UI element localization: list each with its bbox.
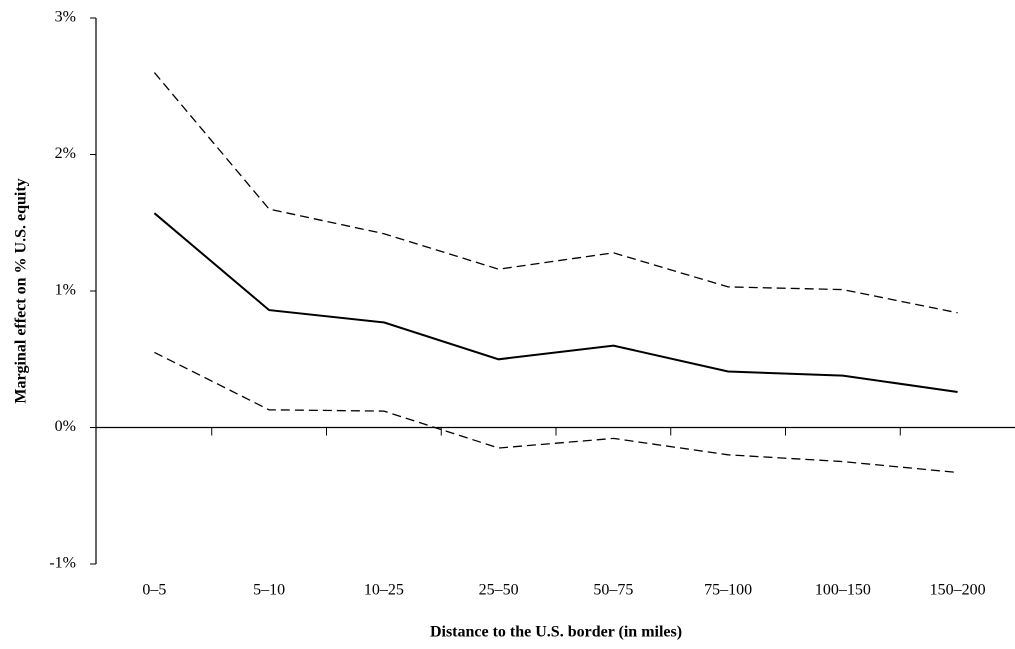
y-tick-label: 0% xyxy=(55,418,76,435)
x-tick-label: 25–50 xyxy=(479,582,519,599)
x-tick-label: 150–200 xyxy=(930,582,986,599)
x-tick-label: 50–75 xyxy=(593,582,633,599)
y-tick-label: -1% xyxy=(49,555,76,572)
x-axis-title: Distance to the U.S. border (in miles) xyxy=(430,624,682,641)
x-tick-label: 75–100 xyxy=(704,582,752,599)
y-axis-title: Marginal effect on % U.S. equity xyxy=(13,178,30,403)
x-tick-label: 0–5 xyxy=(142,582,166,599)
series-line xyxy=(153,212,958,393)
y-tick-label: 2% xyxy=(55,145,76,162)
series-line xyxy=(153,72,958,314)
x-tick-label: 100–150 xyxy=(815,582,871,599)
y-tick-label: 1% xyxy=(55,282,76,299)
x-tick-label: 5–10 xyxy=(253,582,285,599)
series-line xyxy=(154,351,958,474)
x-tick-label: 10–25 xyxy=(364,582,404,599)
y-tick-label: 3% xyxy=(55,9,76,26)
